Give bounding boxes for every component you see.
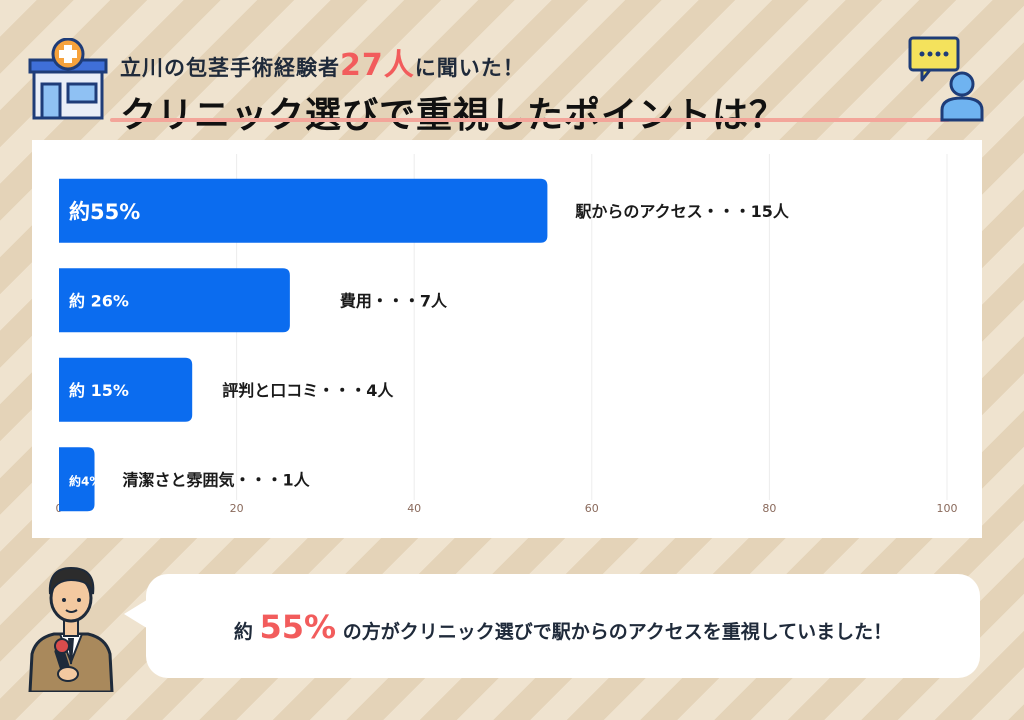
bar: [59, 447, 95, 512]
title-underline: [110, 118, 950, 122]
subtitle: 立川の包茎手術経験者27人に聞いた！: [120, 40, 904, 84]
comment-prefix: 約: [233, 621, 253, 643]
bar-annotation: 費用・・・7人: [340, 291, 448, 310]
bar-annotation: 駅からのアクセス・・・15人: [574, 202, 789, 221]
x-tick-label: 100: [937, 502, 958, 515]
heading: 立川の包茎手術経験者27人に聞いた！ クリニック選びで重視したポイントは？: [120, 40, 904, 138]
bar-annotation: 評判と口コミ・・・4人: [222, 381, 394, 400]
subtitle-text: 立川の包茎手術経験者: [120, 56, 340, 80]
bar: [59, 357, 193, 422]
comment-highlight: 55%: [259, 608, 337, 646]
x-tick-label: 20: [230, 502, 244, 515]
bar-annotation: 清潔さと雰囲気・・・1人: [123, 470, 311, 489]
reporter-icon: [28, 566, 114, 692]
x-tick-label: 60: [585, 502, 599, 515]
bar-value-label: 約 15%: [69, 381, 129, 400]
subtitle-suffix: に聞いた！: [414, 56, 525, 80]
bar-value-label: 約4%: [69, 473, 101, 488]
speech-bubble-tail: [124, 598, 150, 630]
clinic-building-icon: [28, 38, 108, 120]
page-title: クリニック選びで重視したポイントは？: [120, 95, 787, 136]
x-tick-label: 80: [762, 502, 776, 515]
subtitle-highlight: 27人: [340, 48, 415, 83]
bar: [59, 268, 290, 333]
x-tick-label: 40: [407, 502, 421, 515]
comment-text: の方がクリニック選びで駅からのアクセスを重視していました！: [342, 621, 893, 643]
speech-bubble: 約 55% の方がクリニック選びで駅からのアクセスを重視していました！: [146, 574, 980, 678]
bar-value-label: 約 26%: [69, 291, 129, 310]
person-speech-icon: [908, 36, 984, 122]
summary-comment: 約 55% の方がクリニック選びで駅からのアクセスを重視していました！: [146, 608, 980, 646]
bar-value-label: 約55%: [69, 200, 140, 224]
bar: [59, 178, 548, 243]
